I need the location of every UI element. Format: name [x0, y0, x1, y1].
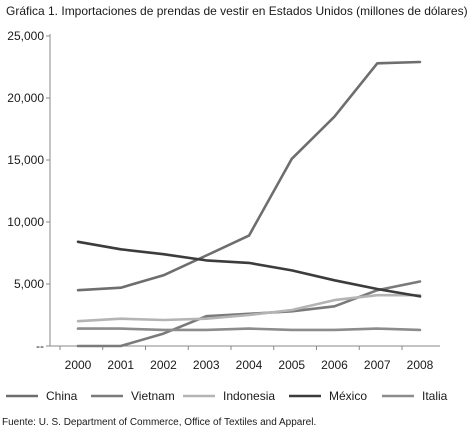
chart-title: Gráfica 1. Importaciones de prendas de v…: [6, 4, 468, 18]
x-tick-label: 2004: [236, 358, 263, 372]
y-tick-label: --: [36, 339, 44, 353]
legend-label-mexico: México: [329, 389, 367, 403]
x-axis-ticks: 2000 2001 2002 2003 2004 2005 2006 2007 2008: [59, 346, 434, 372]
x-tick-label: 2005: [278, 358, 305, 372]
y-tick-label: 5,000: [14, 277, 44, 291]
y-tick-label: 15,000: [7, 153, 44, 167]
x-tick-label: 2002: [150, 358, 177, 372]
series-line-mexico: [76, 240, 422, 298]
series-lines: [76, 60, 422, 348]
x-tick-label: 2006: [321, 358, 348, 372]
y-tick-label: 20,000: [7, 91, 44, 105]
x-tick-label: 2007: [364, 358, 391, 372]
series-line-indonesia: [76, 293, 422, 323]
series-line-italia: [76, 327, 422, 332]
x-tick-label: 2000: [65, 358, 92, 372]
legend-label-vietnam: Vietnam: [131, 389, 175, 403]
series-line-china: [76, 60, 422, 292]
chart-legend: China Vietnam Indonesia México Italia: [6, 389, 448, 403]
x-tick-label: 2008: [407, 358, 434, 372]
y-tick-label: 25,000: [7, 29, 44, 43]
legend-label-china: China: [46, 389, 78, 403]
chart-source-note: Fuente: U. S. Department of Commerce, Of…: [2, 417, 317, 428]
x-tick-label: 2001: [107, 358, 134, 372]
y-axis-ticks: -- 5,000 10,000 15,000 20,000 25,000: [7, 29, 50, 353]
y-tick-label: 10,000: [7, 215, 44, 229]
chart-axes: [49, 34, 440, 347]
legend-label-italia: Italia: [422, 389, 448, 403]
x-tick-label: 2003: [193, 358, 220, 372]
legend-label-indonesia: Indonesia: [223, 389, 275, 403]
